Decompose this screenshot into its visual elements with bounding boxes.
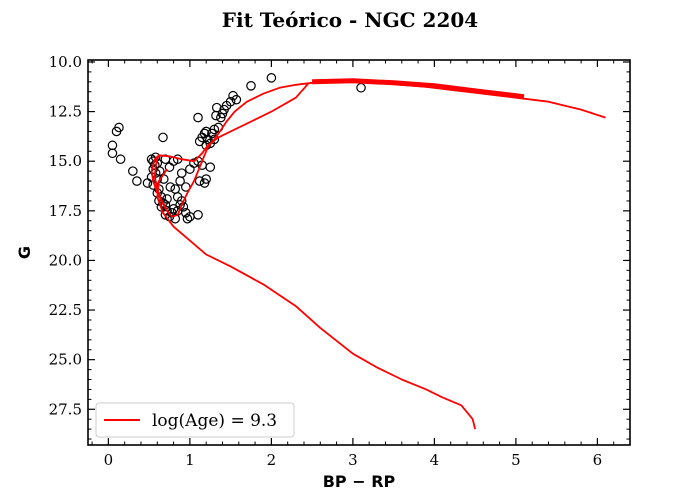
axis-ticks: 0 1 2 3 4 5 6 10.0 12.5 15.0 17.5 20.0 22.5 25.0 27.5 (49, 53, 630, 469)
star-point (193, 209, 203, 220)
y-tick-label: 10.0 (49, 53, 82, 71)
star-point (211, 102, 222, 113)
x-tick-label: 6 (593, 451, 603, 469)
y-tick-label: 20.0 (49, 251, 82, 269)
y-tick-label: 22.5 (49, 301, 82, 319)
chart-title: Fit Teórico - NGC 2204 (222, 8, 479, 32)
y-tick-label: 17.5 (49, 202, 82, 220)
legend-box (95, 402, 295, 438)
star-point (201, 174, 211, 184)
y-axis-label: G (15, 246, 34, 259)
star-point (225, 96, 236, 107)
star-point (158, 132, 168, 143)
y-tick-label: 15.0 (49, 152, 82, 170)
star-point (114, 122, 124, 133)
legend-label: log(Age) = 9.3 (152, 411, 277, 431)
star-point (199, 128, 210, 139)
star-point (165, 182, 176, 192)
isochrone-band (312, 78, 525, 100)
x-tick-label: 2 (267, 451, 277, 469)
isochrone-line (150, 83, 309, 212)
legend: log(Age) = 9.3 (95, 402, 295, 438)
star-point (128, 166, 138, 176)
x-tick-label: 3 (348, 451, 358, 469)
star-point (193, 112, 203, 123)
y-tick-label: 12.5 (49, 103, 82, 121)
star-point (176, 168, 187, 178)
star-point (150, 152, 161, 163)
plot-frame (87, 59, 631, 446)
star-point (266, 73, 277, 83)
star-point (107, 148, 118, 159)
y-tick-label: 25.0 (49, 351, 82, 369)
star-point (205, 162, 216, 172)
x-tick-label: 5 (511, 451, 521, 469)
star-point (115, 154, 126, 165)
isochrone-series (150, 78, 606, 430)
star-point (216, 112, 226, 123)
star-point (194, 176, 205, 186)
plot-axes (87, 59, 631, 446)
y-tick-label: 27.5 (49, 400, 82, 418)
star-point (162, 194, 172, 204)
star-point (170, 184, 181, 194)
isochrone-line (156, 168, 476, 430)
x-tick-label: 1 (185, 451, 195, 469)
x-tick-label: 4 (430, 451, 440, 469)
star-point (209, 134, 220, 145)
star-point (182, 213, 193, 224)
star-point (246, 80, 256, 91)
star-point (132, 176, 142, 186)
x-axis-label: BP − RP (323, 472, 396, 491)
star-point (231, 94, 242, 105)
x-tick-label: 0 (104, 451, 114, 469)
